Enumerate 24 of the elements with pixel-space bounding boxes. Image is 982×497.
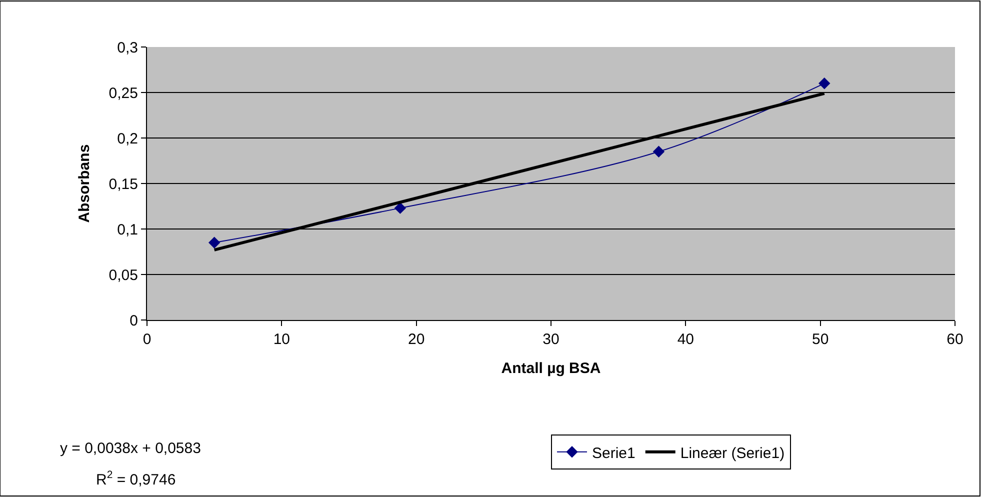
y-tick-label: 0,2 bbox=[117, 130, 138, 148]
point bbox=[818, 78, 830, 90]
x-tick-label: 60 bbox=[946, 331, 964, 348]
x-tick-label: 30 bbox=[542, 331, 560, 348]
y-tick-label: 0,05 bbox=[108, 266, 138, 284]
text: R$^{2}$ = 0,9746 bbox=[96, 469, 176, 488]
text: y = 0,0038x + 0,0583 bbox=[60, 440, 201, 457]
point bbox=[394, 202, 406, 214]
y-tick-label: 0,1 bbox=[117, 221, 138, 238]
legend-label: Serie1 bbox=[592, 444, 636, 462]
y-tick-label: 0,3 bbox=[117, 39, 138, 56]
x-tick-label: 50 bbox=[812, 331, 829, 348]
point bbox=[652, 146, 665, 158]
y-tick-label: 0,15 bbox=[108, 176, 138, 193]
y-tick-label: 0 bbox=[130, 312, 138, 330]
x-tick-label: 0 bbox=[142, 331, 152, 348]
x-tick-label: 40 bbox=[677, 331, 694, 348]
y-axis-title: Absorbans bbox=[76, 144, 94, 223]
x-tick-label: 20 bbox=[408, 331, 425, 348]
y-tick-label: 0,25 bbox=[108, 84, 138, 102]
x-tick-label: 10 bbox=[273, 331, 290, 348]
x-axis-title: Antall µg BSA bbox=[501, 360, 601, 377]
legend-label: Lineær (Serie1) bbox=[680, 444, 785, 462]
point bbox=[208, 236, 220, 248]
